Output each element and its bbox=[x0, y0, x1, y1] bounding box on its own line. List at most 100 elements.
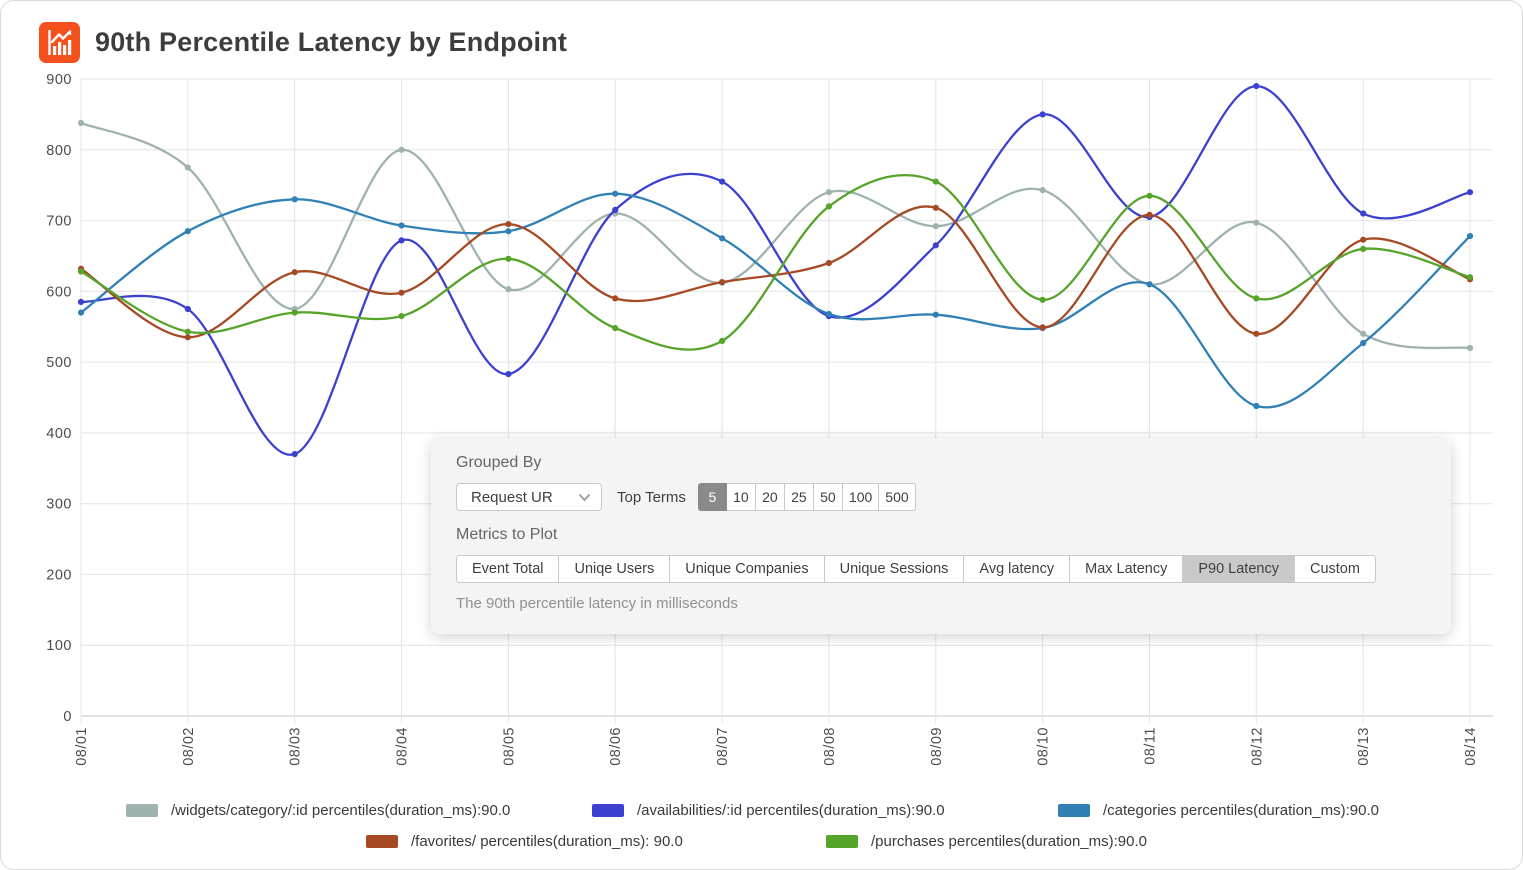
metric-button-custom[interactable]: Custom bbox=[1294, 555, 1376, 583]
series-point bbox=[612, 206, 619, 213]
series-point bbox=[825, 259, 833, 267]
chart-legend: /widgets/category/:id percentiles(durati… bbox=[1, 802, 1522, 864]
series-point bbox=[1253, 83, 1260, 90]
series-point bbox=[1146, 281, 1153, 288]
y-axis-tick: 900 bbox=[46, 72, 72, 88]
series-line-widgets-category-id bbox=[79, 121, 1472, 350]
series-point bbox=[505, 255, 512, 262]
series-line-favorites bbox=[79, 205, 1472, 339]
metrics-to-plot-label: Metrics to Plot bbox=[456, 526, 558, 543]
x-axis-tick: 08/02 bbox=[181, 727, 197, 766]
x-axis-tick: 08/04 bbox=[395, 727, 411, 766]
top-terms-option-5[interactable]: 5 bbox=[697, 483, 727, 511]
series-point bbox=[291, 309, 298, 316]
series-point bbox=[719, 235, 726, 242]
series-point bbox=[825, 310, 833, 318]
series-point bbox=[291, 269, 298, 276]
metric-button-unique-sessions[interactable]: Unique Sessions bbox=[824, 555, 965, 583]
latency-chart-plot[interactable]: 0 100 200 300 400 500 600 700 800 900 08/01 08/02 08… bbox=[1, 1, 1523, 796]
series-point bbox=[505, 228, 512, 235]
top-terms-option-100[interactable]: 100 bbox=[842, 483, 880, 511]
series-point bbox=[1466, 233, 1474, 240]
page-title: 90th Percentile Latency by Endpoint bbox=[95, 27, 568, 57]
series-point bbox=[932, 178, 939, 185]
legend-item-availabilities-id[interactable]: /availabilities/:id percentiles(duration… bbox=[592, 802, 1058, 819]
y-axis-tick: 200 bbox=[46, 567, 72, 583]
series-point bbox=[825, 189, 833, 196]
series-point bbox=[932, 204, 939, 211]
metrics-group: Event Total Uniqe Users Unique Companies Un… bbox=[456, 555, 1426, 583]
series-point bbox=[184, 228, 191, 235]
series-point bbox=[932, 311, 939, 318]
x-axis-tick: 08/06 bbox=[608, 727, 624, 766]
series-point bbox=[77, 268, 85, 275]
series-point bbox=[1253, 219, 1260, 226]
series-point bbox=[1360, 245, 1367, 252]
series-point bbox=[77, 119, 85, 126]
series-point bbox=[1466, 344, 1474, 352]
x-axis-tick: 08/01 bbox=[74, 727, 90, 766]
x-axis-tick: 08/03 bbox=[288, 727, 304, 766]
top-terms-option-25[interactable]: 25 bbox=[784, 483, 814, 511]
metric-button-max-latency[interactable]: Max Latency bbox=[1070, 555, 1184, 583]
x-axis-tick: 08/08 bbox=[822, 727, 838, 766]
y-axis-tick: 400 bbox=[46, 426, 72, 442]
top-terms-option-20[interactable]: 20 bbox=[755, 483, 785, 511]
legend-label: /categories percentiles(duration_ms):90.… bbox=[1103, 802, 1379, 819]
series-point bbox=[291, 196, 298, 203]
series-point bbox=[1360, 210, 1367, 217]
x-axis-tick: 08/05 bbox=[501, 727, 517, 766]
series-point bbox=[505, 221, 512, 228]
legend-swatch bbox=[366, 835, 398, 848]
legend-label: /purchases percentiles(duration_ms):90.0 bbox=[871, 833, 1147, 850]
series-point bbox=[1039, 296, 1046, 303]
legend-label: /favorites/ percentiles(duration_ms): 90… bbox=[411, 833, 683, 850]
legend-item-favorites[interactable]: /favorites/ percentiles(duration_ms): 90… bbox=[366, 833, 826, 850]
top-terms-label: Top Terms bbox=[617, 488, 686, 506]
series-point bbox=[612, 325, 619, 332]
metric-button-event-total[interactable]: Event Total bbox=[456, 555, 560, 583]
series-point bbox=[77, 309, 85, 316]
series-point bbox=[505, 371, 512, 378]
y-axis-tick: 800 bbox=[46, 143, 72, 159]
metric-button-unique-companies[interactable]: Unique Companies bbox=[670, 555, 825, 583]
series-point bbox=[719, 337, 726, 344]
series-point bbox=[1360, 236, 1367, 243]
series-point bbox=[77, 298, 85, 305]
metrics-control-panel: Grouped By Request UR Top Terms 5 10 20 25 5… bbox=[431, 438, 1451, 634]
series-point bbox=[1253, 330, 1260, 337]
series-line-purchases bbox=[79, 174, 1472, 351]
grouped-by-label: Grouped By bbox=[456, 454, 542, 471]
legend-swatch bbox=[826, 835, 858, 848]
series-point bbox=[1146, 192, 1153, 199]
x-axis-tick: 08/13 bbox=[1356, 727, 1372, 766]
top-terms-option-500[interactable]: 500 bbox=[879, 483, 916, 511]
legend-item-purchases[interactable]: /purchases percentiles(duration_ms):90.0 bbox=[826, 833, 1286, 850]
chevron-down-icon bbox=[578, 493, 591, 501]
grouped-by-select[interactable]: Request UR bbox=[456, 483, 602, 511]
legend-swatch bbox=[592, 804, 624, 817]
series-point bbox=[184, 328, 191, 335]
series-point bbox=[1039, 324, 1046, 331]
series-point bbox=[398, 146, 405, 153]
legend-swatch bbox=[1058, 804, 1090, 817]
legend-item-categories[interactable]: /categories percentiles(duration_ms):90.… bbox=[1058, 802, 1522, 819]
metric-button-p90-latency[interactable]: P90 Latency bbox=[1183, 555, 1295, 583]
top-terms-option-50[interactable]: 50 bbox=[813, 483, 843, 511]
series-point bbox=[825, 203, 833, 210]
series-point bbox=[612, 295, 619, 302]
series-point bbox=[398, 237, 405, 244]
series-point bbox=[184, 164, 191, 171]
top-terms-option-10[interactable]: 10 bbox=[726, 483, 756, 511]
legend-item-widgets-category-id[interactable]: /widgets/category/:id percentiles(durati… bbox=[126, 802, 592, 819]
series-point bbox=[398, 222, 405, 229]
metric-button-uniqe-users[interactable]: Uniqe Users bbox=[559, 555, 671, 583]
series-point bbox=[505, 286, 512, 293]
y-axis-tick: 700 bbox=[46, 214, 72, 230]
metric-button-avg-latency[interactable]: Avg latency bbox=[964, 555, 1071, 583]
x-axis-tick: 08/10 bbox=[1036, 727, 1052, 766]
y-axis-tick: 100 bbox=[46, 638, 72, 654]
x-axis-tick: 08/07 bbox=[715, 727, 731, 766]
legend-label: /availabilities/:id percentiles(duration… bbox=[637, 802, 945, 819]
